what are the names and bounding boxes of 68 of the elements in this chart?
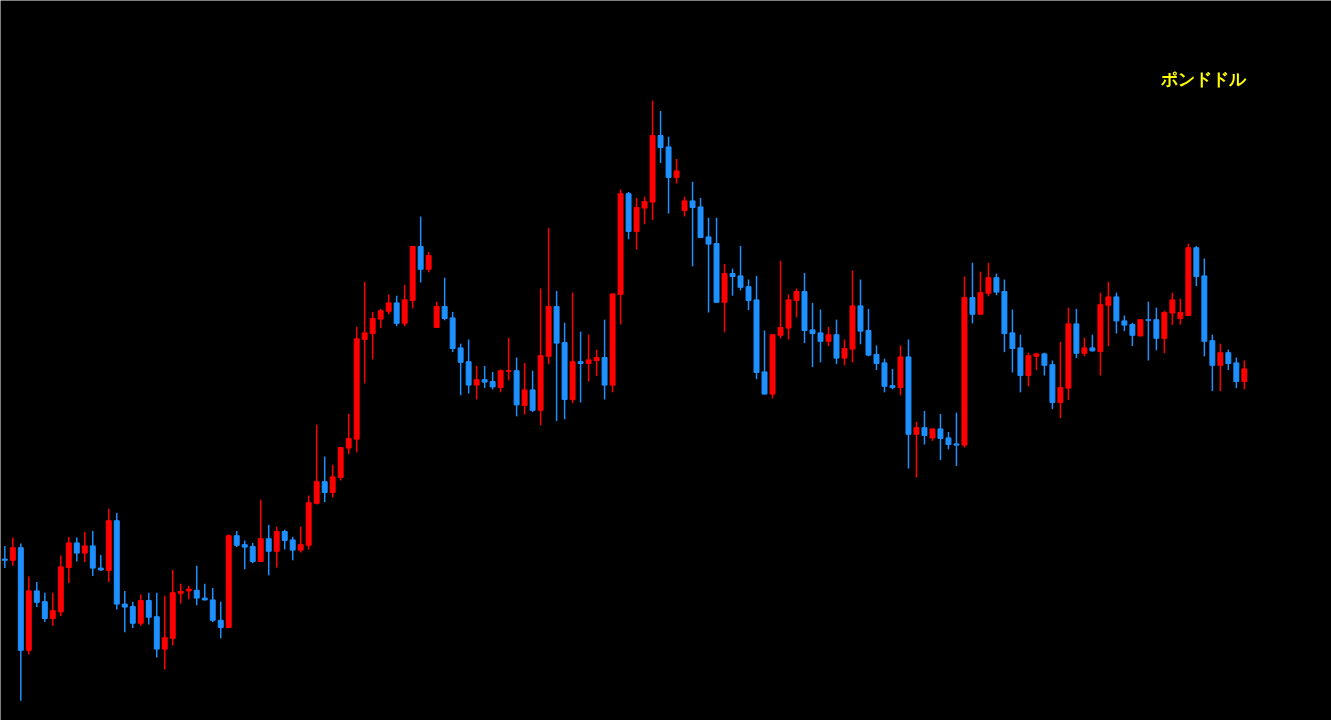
candlestick xyxy=(1233,356,1240,389)
candlestick xyxy=(281,528,288,551)
candlestick xyxy=(1241,359,1248,391)
candlestick xyxy=(9,536,16,567)
candlestick xyxy=(889,368,896,391)
candlestick xyxy=(257,498,264,563)
candlestick xyxy=(457,342,464,397)
candlestick xyxy=(273,525,280,569)
candlestick xyxy=(425,251,432,274)
candlestick xyxy=(969,261,976,325)
candlestick xyxy=(161,594,168,671)
candlestick xyxy=(49,591,56,627)
candlestick xyxy=(361,281,368,385)
candlestick xyxy=(377,308,384,329)
candlestick xyxy=(921,410,928,446)
candlestick xyxy=(529,369,536,413)
candlestick xyxy=(1225,348,1232,371)
candlestick xyxy=(121,590,128,634)
chart-title: ポンドドル xyxy=(1159,68,1247,89)
candlestick xyxy=(345,413,352,455)
candlestick xyxy=(73,536,80,563)
candlestick xyxy=(265,524,272,577)
candlestick xyxy=(521,362,528,416)
candlestick xyxy=(433,300,440,329)
candlestick xyxy=(673,158,680,185)
candlestick xyxy=(313,423,320,506)
candlestick xyxy=(193,564,200,607)
candlestick xyxy=(129,600,136,629)
candlestick xyxy=(145,591,152,626)
candlestick xyxy=(1177,297,1184,326)
candlestick xyxy=(97,554,104,572)
candlestick xyxy=(1145,300,1152,362)
candlestick xyxy=(1081,336,1088,358)
candlestick xyxy=(1153,306,1160,352)
candlestick xyxy=(913,420,920,479)
candlestick xyxy=(89,530,96,577)
candlestick xyxy=(473,365,480,401)
candlestick xyxy=(401,284,408,328)
candlestick xyxy=(369,311,376,361)
candlestick xyxy=(1,545,8,569)
candlestick xyxy=(577,330,584,404)
candlestick xyxy=(417,215,424,284)
candlestick xyxy=(833,318,840,365)
candlestick xyxy=(465,338,472,395)
candlestick xyxy=(977,270,984,316)
candlestick xyxy=(249,542,256,565)
candlestick xyxy=(41,591,48,623)
candlestick xyxy=(81,531,88,563)
candlestick xyxy=(289,536,296,562)
candlestick xyxy=(1217,342,1224,392)
candlestick xyxy=(985,261,992,298)
candlestick xyxy=(441,276,448,322)
candlestick xyxy=(329,464,336,499)
candlestick xyxy=(1169,291,1176,326)
candlestick xyxy=(137,593,144,627)
candlestick xyxy=(505,336,512,382)
candlestick xyxy=(385,293,392,316)
candlestick xyxy=(393,294,400,328)
candlestick xyxy=(209,587,216,623)
candlestick xyxy=(297,525,304,554)
candlestick xyxy=(217,600,224,640)
candlestick xyxy=(321,455,328,503)
candlestick xyxy=(825,326,832,347)
candlestick xyxy=(241,539,248,571)
candlestick xyxy=(33,581,40,608)
candlestick xyxy=(1113,291,1120,335)
candlestick xyxy=(681,195,688,218)
candlestick xyxy=(177,582,184,605)
